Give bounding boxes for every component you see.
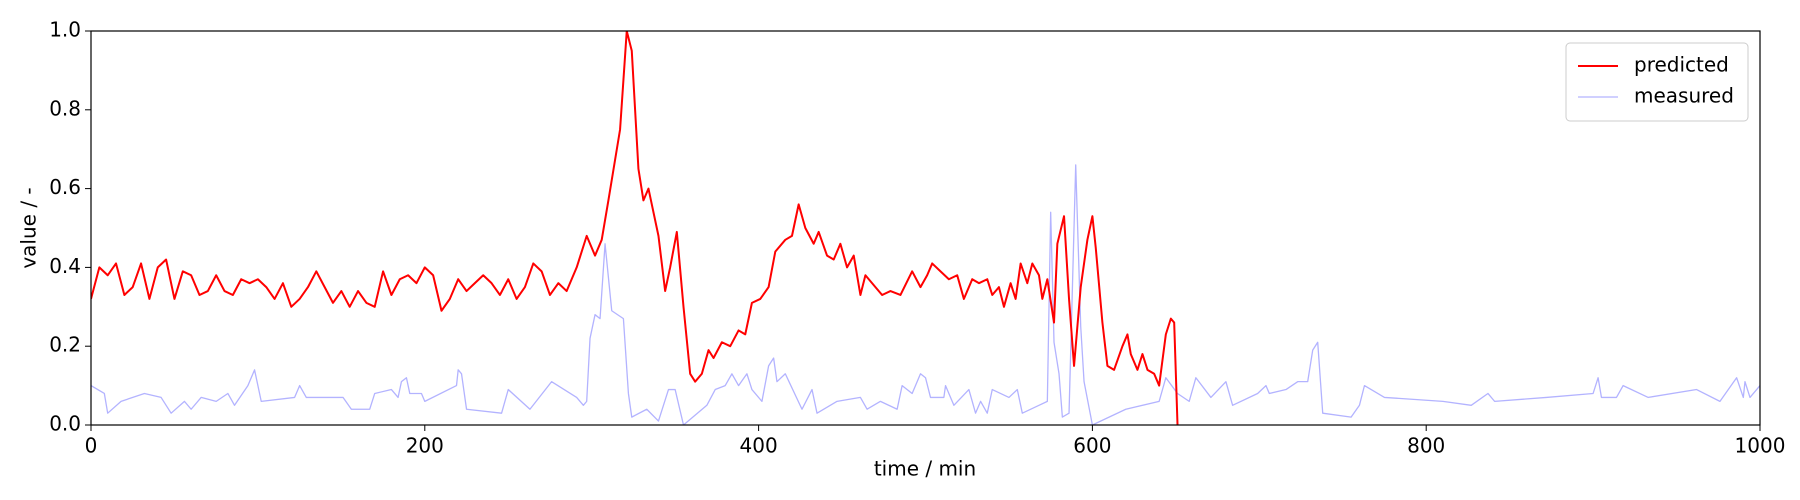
plot-area xyxy=(91,31,1760,425)
legend-label: predicted xyxy=(1634,53,1729,77)
y-axis-label: value / - xyxy=(17,187,41,268)
x-tick-label: 600 xyxy=(1073,434,1111,458)
x-tick-label: 400 xyxy=(740,434,778,458)
y-tick-label: 0.4 xyxy=(49,254,81,278)
x-axis-label: time / min xyxy=(874,457,976,481)
y-tick-label: 1.0 xyxy=(49,18,81,42)
x-tick-label: 200 xyxy=(406,434,444,458)
x-tick-label: 1000 xyxy=(1735,434,1786,458)
x-tick-label: 0 xyxy=(85,434,98,458)
legend-label: measured xyxy=(1634,84,1734,108)
legend-box xyxy=(1565,42,1749,122)
data-line xyxy=(91,164,1760,425)
y-tick-label: 0.6 xyxy=(49,175,81,199)
y-tick-label: 0.2 xyxy=(49,333,81,357)
plot-frame xyxy=(90,30,1761,426)
data-line xyxy=(91,31,1179,425)
y-tick-label: 0.0 xyxy=(49,412,81,436)
x-tick-label: 800 xyxy=(1407,434,1445,458)
y-tick-label: 0.8 xyxy=(49,96,81,120)
